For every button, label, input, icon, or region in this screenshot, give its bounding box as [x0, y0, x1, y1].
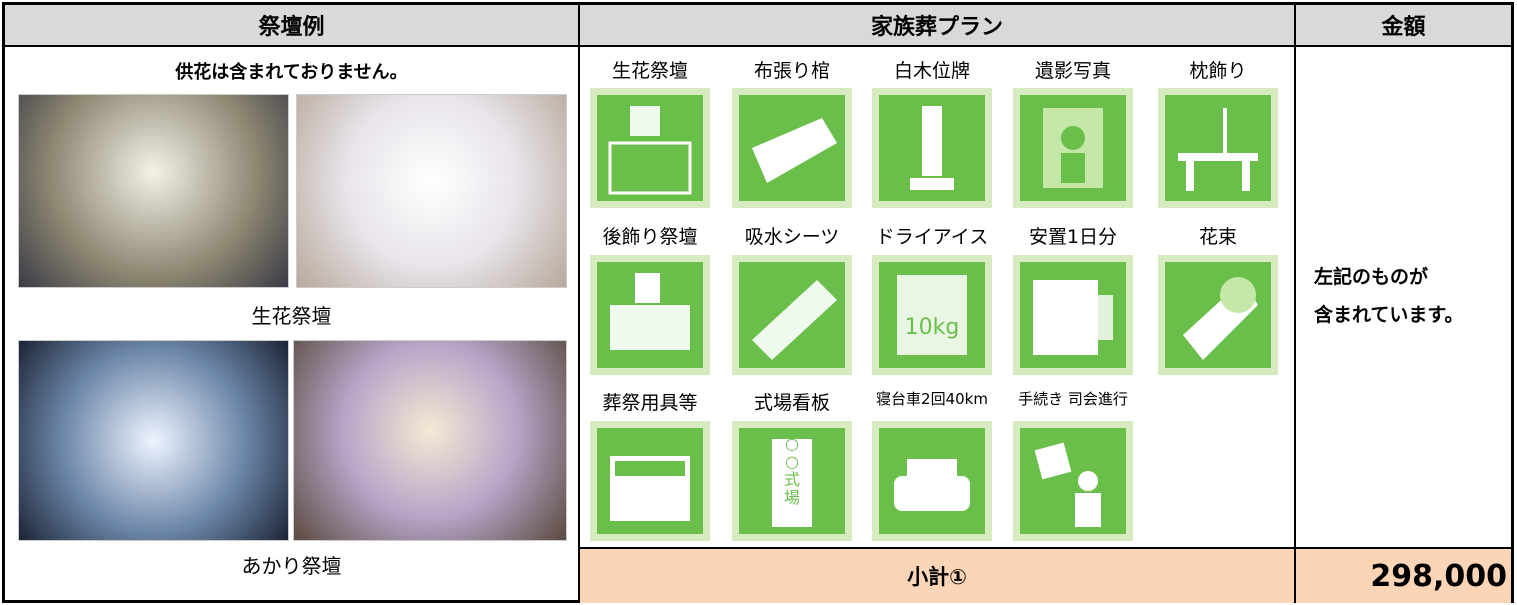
item-label: 枕飾り: [1189, 60, 1247, 82]
item-icon: [590, 88, 710, 208]
item-label: 葬祭用具等: [602, 392, 698, 414]
item-label: 白木位牌: [893, 60, 970, 82]
item-icon: [1013, 88, 1133, 208]
item-icon: [732, 255, 852, 375]
item-icon: [1013, 421, 1133, 541]
item-label: 後飾り祭壇: [602, 226, 698, 248]
item-label: 花束: [1198, 226, 1237, 248]
divider: [1294, 47, 1296, 603]
note: 供花は含まれておりません。: [175, 62, 408, 83]
item-label: ドライアイス: [875, 226, 989, 248]
item-icon: [872, 255, 992, 375]
item-icon: [872, 88, 992, 208]
item-label: 寝台車2回40km: [876, 390, 988, 408]
photo: [293, 340, 567, 541]
item-label: 遺影写真: [1034, 60, 1111, 82]
icon-text: ○○式場: [783, 434, 800, 507]
photo: [296, 94, 567, 288]
item-label: 式場看板: [753, 392, 830, 414]
caption: あかり祭壇: [241, 554, 342, 578]
item-icon: [1158, 88, 1278, 208]
item-label: 手続き 司会進行: [1018, 390, 1128, 408]
item-icon: [732, 88, 852, 208]
note-line: 左記のものが: [1314, 266, 1429, 288]
item-label: 安置1日分: [1028, 226, 1118, 248]
item-icon: [590, 421, 710, 541]
caption: 生花祭壇: [251, 304, 332, 328]
header-cell: 祭壇例: [5, 5, 580, 47]
header-cell: 金額: [1296, 5, 1511, 47]
header-cell: 家族葬プラン: [580, 5, 1296, 47]
item-icon: [1013, 255, 1133, 375]
photo: [18, 340, 289, 541]
item-icon: [1158, 255, 1278, 375]
photo: [18, 94, 289, 288]
price-note: 左記のものが含まれています。: [1314, 258, 1464, 334]
item-label: 生花祭壇: [611, 60, 688, 82]
divider: [578, 47, 580, 603]
item-icon: [732, 421, 852, 541]
item-label: 吸水シーツ: [744, 226, 840, 248]
icon-text: 10kg: [904, 315, 960, 340]
amount: 298,000: [1296, 549, 1511, 603]
subtotal-label: 小計①: [580, 549, 1294, 603]
item-icon: [872, 421, 992, 541]
note-line: 含まれています。: [1314, 304, 1464, 326]
item-icon: [590, 255, 710, 375]
divider: [580, 547, 1511, 549]
item-label: 布張り棺: [753, 60, 830, 82]
